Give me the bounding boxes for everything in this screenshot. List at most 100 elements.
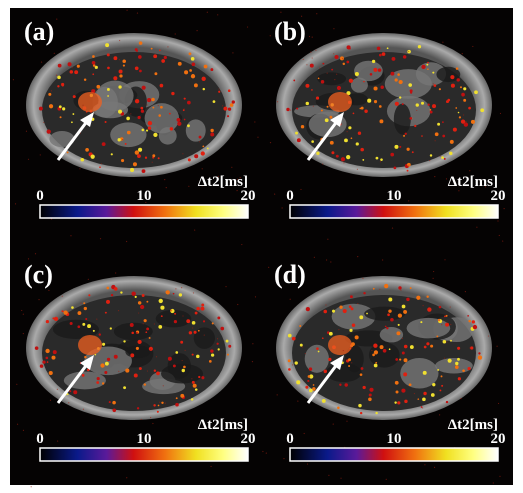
- signal-dot: [422, 370, 427, 375]
- signal-dot: [373, 343, 378, 348]
- signal-dot: [105, 43, 110, 48]
- signal-dot: [394, 144, 399, 149]
- signal-dot: [227, 107, 232, 111]
- signal-dot: [344, 383, 348, 387]
- signal-dot: [184, 70, 189, 75]
- signal-dot: [399, 145, 402, 148]
- arrow-head: [330, 355, 344, 370]
- signal-dot: [470, 119, 475, 124]
- noise-dot: [146, 370, 149, 372]
- signal-dot: [450, 83, 455, 88]
- noise-dot: [217, 175, 219, 177]
- signal-dot: [355, 142, 359, 146]
- signal-dot: [145, 129, 149, 132]
- noise-dot: [119, 39, 121, 42]
- signal-dot: [161, 401, 164, 405]
- signal-dot: [324, 118, 329, 123]
- colorbar-title: Δt2[ms]: [448, 417, 498, 433]
- signal-dot: [153, 132, 158, 138]
- noise-dot: [269, 142, 272, 144]
- signal-dot: [212, 100, 216, 104]
- signal-dot: [463, 122, 469, 127]
- signal-dot: [151, 97, 155, 102]
- signal-dot: [72, 113, 75, 115]
- signal-dot: [211, 322, 214, 325]
- colorbar: [39, 204, 249, 219]
- signal-dot: [305, 101, 309, 106]
- signal-dot: [305, 83, 310, 88]
- signal-dot: [208, 359, 212, 363]
- colorbar-tick-label: 10: [137, 188, 152, 204]
- signal-dot: [342, 62, 346, 66]
- noise-dot: [385, 478, 387, 480]
- noise-dot: [22, 332, 24, 335]
- signal-dot: [442, 134, 446, 138]
- arrow-head: [80, 355, 94, 370]
- signal-dot: [187, 124, 190, 128]
- signal-dot: [223, 106, 228, 111]
- signal-dot: [117, 138, 121, 142]
- signal-dot: [228, 344, 232, 348]
- signal-dot: [137, 154, 141, 159]
- noise-dot: [276, 394, 278, 396]
- arrow-head: [330, 112, 344, 127]
- noise-dot: [330, 261, 332, 263]
- noise-dot: [442, 41, 444, 43]
- noise-dot: [96, 318, 98, 320]
- signal-dot: [153, 54, 158, 59]
- signal-dot: [193, 83, 198, 88]
- signal-dot: [348, 358, 351, 362]
- signal-dot: [74, 70, 79, 75]
- signal-dot: [443, 157, 446, 160]
- signal-dot: [378, 53, 382, 57]
- signal-dot: [156, 371, 160, 376]
- signal-dot: [470, 346, 474, 350]
- signal-dot: [170, 309, 173, 312]
- noise-dot: [118, 370, 120, 372]
- signal-dot: [57, 75, 61, 80]
- noise-dot: [196, 30, 198, 32]
- signal-dot: [406, 297, 410, 302]
- signal-dot: [436, 335, 439, 338]
- noise-dot: [231, 166, 233, 168]
- signal-dot: [287, 333, 292, 338]
- noise-dot: [237, 303, 239, 306]
- signal-dot: [305, 385, 309, 389]
- noise-dot: [182, 153, 184, 155]
- signal-dot: [450, 75, 455, 80]
- signal-dot: [398, 80, 403, 85]
- colorbar-tick-label: 10: [387, 188, 402, 204]
- signal-dot: [373, 350, 379, 355]
- signal-dot: [38, 106, 43, 111]
- signal-dot: [134, 66, 139, 71]
- signal-dot: [373, 86, 378, 91]
- signal-dot: [102, 342, 106, 346]
- noise-dot: [497, 220, 499, 222]
- signal-dot: [67, 62, 72, 67]
- noise-dot: [322, 163, 324, 165]
- signal-dot: [388, 297, 393, 302]
- signal-dot: [106, 299, 110, 304]
- signal-dot: [147, 126, 152, 130]
- signal-dot: [390, 71, 395, 76]
- signal-dot: [455, 67, 459, 70]
- signal-dot: [191, 353, 194, 356]
- noise-dot: [441, 324, 443, 326]
- organ: [379, 327, 404, 343]
- signal-dot: [339, 305, 343, 309]
- signal-dot: [191, 62, 196, 67]
- noise-dot: [199, 141, 201, 143]
- signal-dot: [158, 114, 162, 117]
- signal-dot: [160, 105, 163, 109]
- signal-dot: [471, 320, 476, 324]
- noise-dot: [118, 59, 120, 61]
- signal-dot: [346, 91, 351, 96]
- noise-dot: [326, 72, 328, 74]
- signal-dot: [359, 107, 362, 110]
- colorbar-tick-label: 20: [241, 188, 256, 204]
- noise-dot: [192, 292, 195, 294]
- noise-dot: [499, 112, 502, 115]
- noise-dot: [283, 458, 285, 460]
- signal-dot: [194, 388, 198, 391]
- signal-dot: [439, 389, 442, 392]
